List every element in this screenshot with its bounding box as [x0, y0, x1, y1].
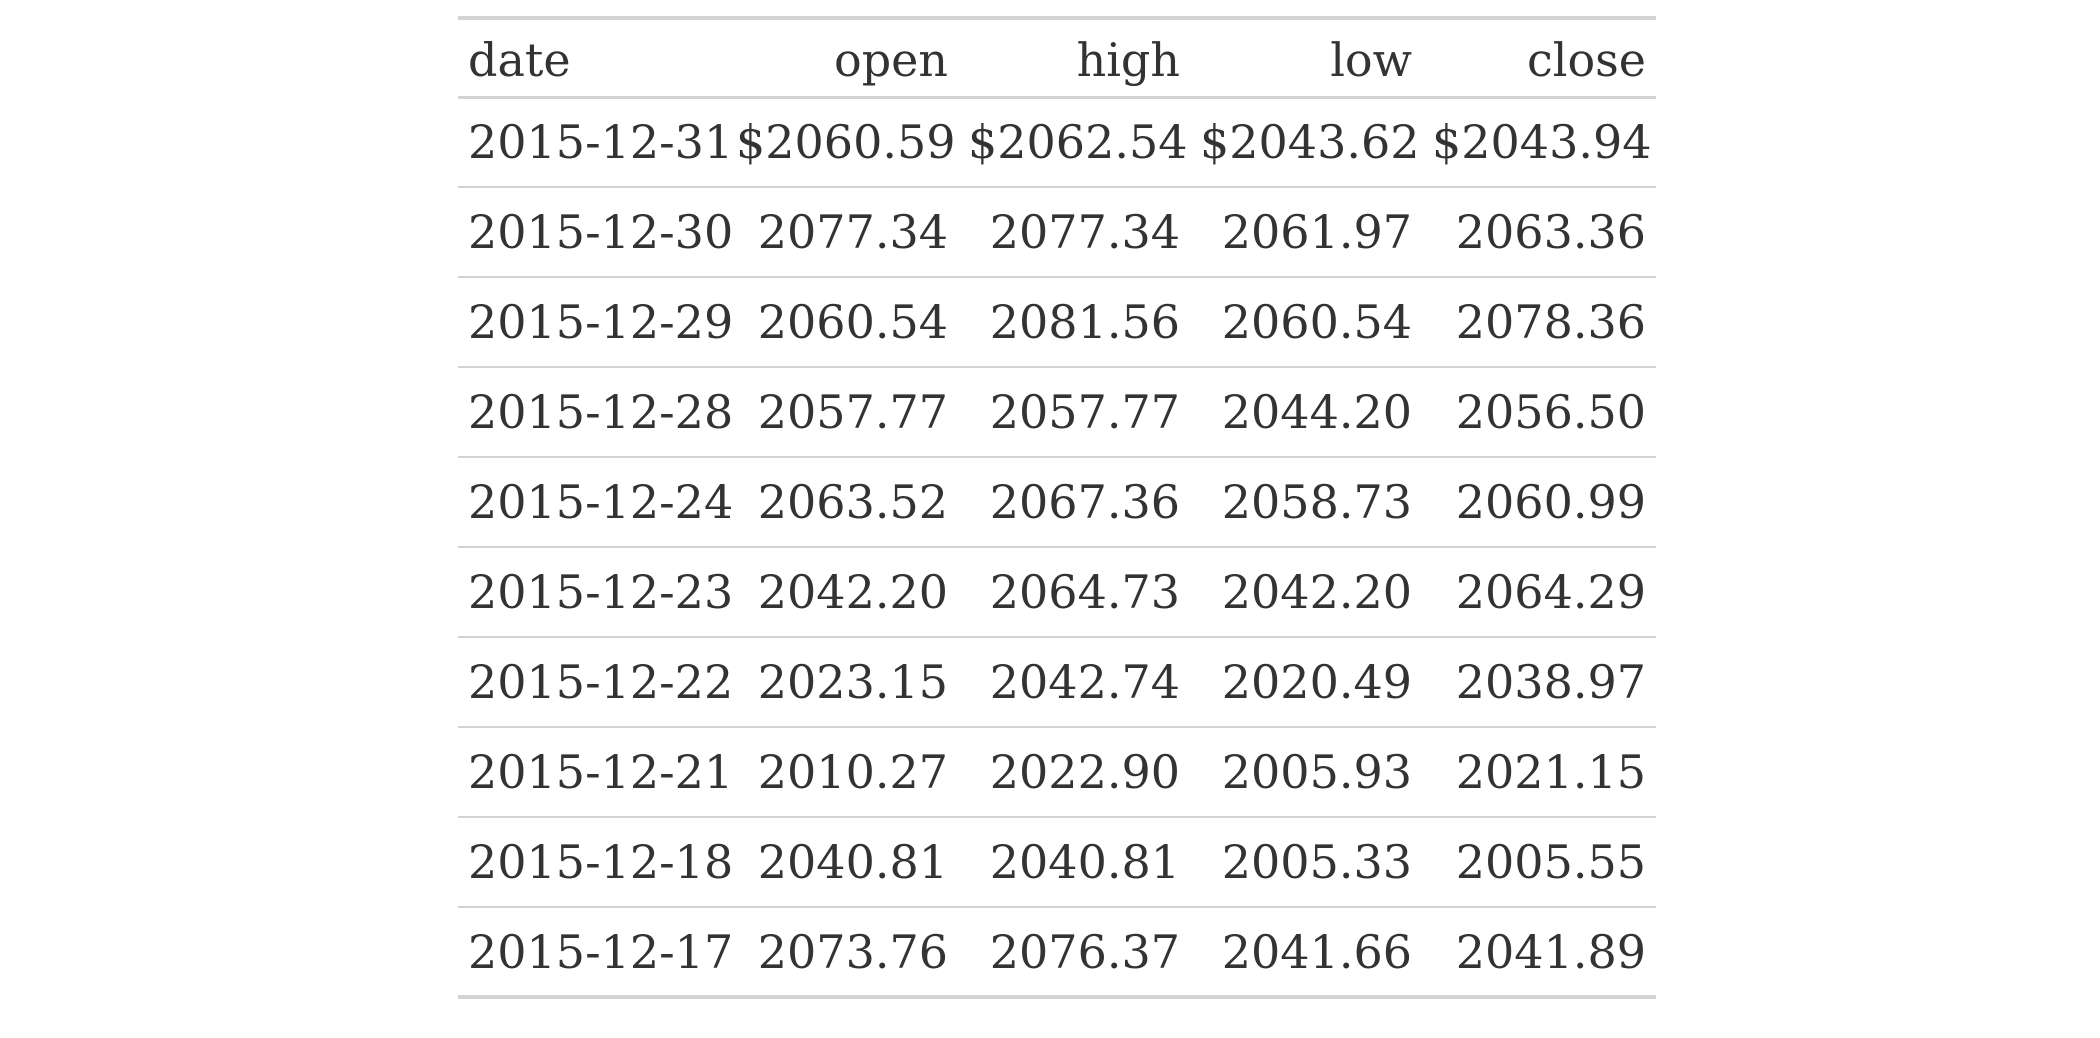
cell-low: 2042.20: [1190, 546, 1422, 637]
header-row: date open high low close: [458, 18, 1656, 99]
table-row: 2015-12-18 2040.81 2040.81 2005.33 2005.…: [458, 816, 1656, 907]
table-row: 2015-12-30 2077.34 2077.34 2061.97 2063.…: [458, 186, 1656, 277]
cell-close: 2041.89: [1422, 906, 1656, 997]
stock-price-table-container: date open high low close 2015-12-31 $206…: [458, 16, 1656, 999]
cell-low: 2044.20: [1190, 366, 1422, 457]
cell-close: 2064.29: [1422, 546, 1656, 637]
cell-low: 2058.73: [1190, 456, 1422, 547]
cell-date: 2015-12-23: [458, 546, 733, 637]
table-row: 2015-12-24 2063.52 2067.36 2058.73 2060.…: [458, 456, 1656, 547]
table-row: 2015-12-21 2010.27 2022.90 2005.93 2021.…: [458, 726, 1656, 817]
cell-close: 2078.36: [1422, 276, 1656, 367]
cell-close: 2038.97: [1422, 636, 1656, 727]
cell-close: 2063.36: [1422, 186, 1656, 277]
cell-high: 2040.81: [958, 816, 1190, 907]
column-header-close: close: [1422, 18, 1656, 99]
cell-high: 2057.77: [958, 366, 1190, 457]
column-header-open: open: [726, 18, 958, 99]
table-row: 2015-12-23 2042.20 2064.73 2042.20 2064.…: [458, 546, 1656, 637]
cell-low: 2041.66: [1190, 906, 1422, 997]
cell-low: 2005.93: [1190, 726, 1422, 817]
cell-open: 2023.15: [726, 636, 958, 727]
cell-open: 2010.27: [726, 726, 958, 817]
column-header-high: high: [958, 18, 1190, 99]
cell-low: $2043.62: [1200, 115, 1420, 170]
cell-close: 2021.15: [1422, 726, 1656, 817]
cell-date: 2015-12-28: [458, 366, 733, 457]
cell-open: 2063.52: [726, 456, 958, 547]
cell-date: 2015-12-24: [458, 456, 733, 547]
cell-date: 2015-12-29: [458, 276, 733, 367]
cell-high: 2022.90: [958, 726, 1190, 817]
table-body: 2015-12-31 $2060.59 $2062.54 $2043.62 $2…: [458, 97, 1656, 997]
cell-open: 2040.81: [726, 816, 958, 907]
cell-date: 2015-12-17: [458, 906, 733, 997]
cell-high: 2042.74: [958, 636, 1190, 727]
cell-open: 2057.77: [726, 366, 958, 457]
cell-close: 2056.50: [1422, 366, 1656, 457]
stock-price-table: date open high low close 2015-12-31 $206…: [458, 16, 1656, 999]
table-row: 2015-12-28 2057.77 2057.77 2044.20 2056.…: [458, 366, 1656, 457]
cell-high: 2064.73: [958, 546, 1190, 637]
cell-date: 2015-12-22: [458, 636, 733, 727]
cell-open: $2060.59: [736, 115, 956, 170]
table-row: 2015-12-22 2023.15 2042.74 2020.49 2038.…: [458, 636, 1656, 727]
cell-close: 2060.99: [1422, 456, 1656, 547]
cell-low: 2060.54: [1190, 276, 1422, 367]
cell-high: 2076.37: [958, 906, 1190, 997]
cell-open: 2077.34: [726, 186, 958, 277]
column-header-date: date: [458, 18, 726, 99]
cell-low: 2005.33: [1190, 816, 1422, 907]
cell-high: 2067.36: [958, 456, 1190, 547]
cell-date: 2015-12-31: [468, 115, 734, 170]
table-row: 2015-12-31 $2060.59 $2062.54 $2043.62 $2…: [458, 97, 1656, 187]
cell-open: 2073.76: [726, 906, 958, 997]
table-row: 2015-12-29 2060.54 2081.56 2060.54 2078.…: [458, 276, 1656, 367]
table-row: 2015-12-17 2073.76 2076.37 2041.66 2041.…: [458, 906, 1656, 997]
cell-low: 2061.97: [1190, 186, 1422, 277]
cell-date: 2015-12-30: [458, 186, 733, 277]
column-header-low: low: [1190, 18, 1422, 99]
cell-close: 2005.55: [1422, 816, 1656, 907]
table-header: date open high low close: [458, 18, 1656, 99]
cell-open: 2060.54: [726, 276, 958, 367]
cell-high: $2062.54: [968, 115, 1188, 170]
cell-date: 2015-12-21: [458, 726, 733, 817]
cell-open: 2042.20: [726, 546, 958, 637]
cell-low: 2020.49: [1190, 636, 1422, 727]
cell-close: $2043.94: [1432, 115, 1652, 170]
cell-high: 2081.56: [958, 276, 1190, 367]
cell-date: 2015-12-18: [458, 816, 733, 907]
cell-high: 2077.34: [958, 186, 1190, 277]
